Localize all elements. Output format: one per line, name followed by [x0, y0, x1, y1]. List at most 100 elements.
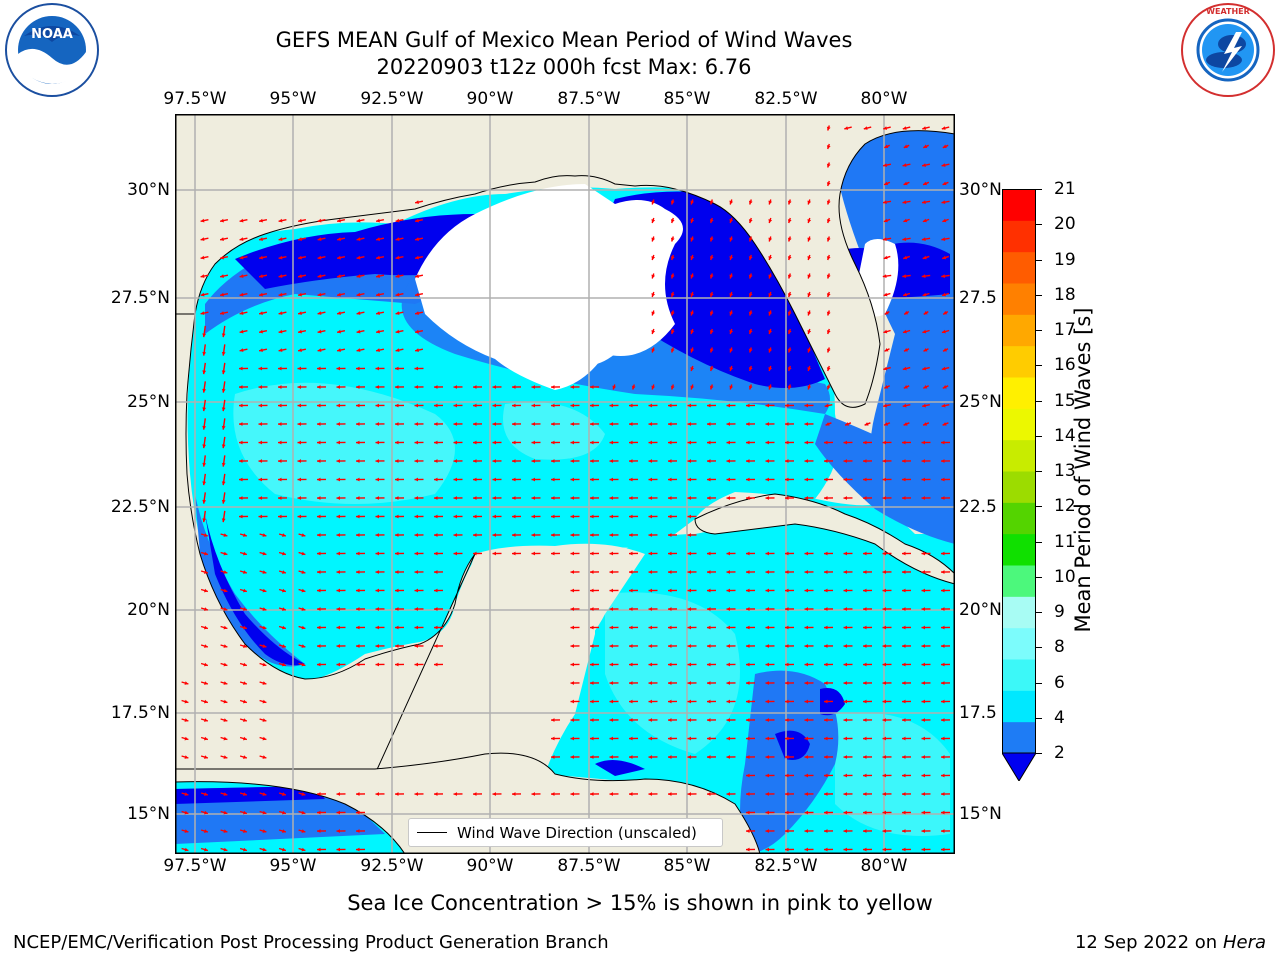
wave-arrow-head [395, 255, 400, 260]
wave-arrow-head [395, 662, 399, 667]
wave-arrow-head [570, 718, 574, 722]
wave-arrow-head [651, 348, 656, 353]
wave-arrow-head [414, 533, 418, 537]
wave-arrow-head [415, 329, 419, 334]
wave-arrow-head [609, 699, 613, 704]
wave-arrow-head [921, 570, 925, 574]
wave-arrow-head [902, 237, 907, 241]
wave-arrow-head [629, 570, 633, 574]
wave-arrow-head [317, 329, 322, 334]
wave-arrow-head [434, 625, 438, 630]
wave-arrow-head [204, 718, 208, 722]
wave-arrow-head [609, 533, 613, 537]
wave-arrow-head [453, 440, 457, 445]
wave-arrow-head [609, 792, 613, 796]
wave-arrow-head [748, 237, 753, 242]
wave-arrow-head [415, 274, 419, 278]
wave-arrow-head [395, 311, 400, 315]
wave-arrow-head [258, 366, 262, 371]
wave-arrow-head [941, 329, 946, 334]
wave-arrow-head [709, 200, 714, 205]
wave-arrow-head [204, 681, 208, 685]
wave-arrow-head [748, 219, 753, 223]
wave-arrow-head [317, 847, 321, 852]
wave-arrow-head [297, 385, 301, 389]
wave-arrow-head [902, 755, 906, 759]
wave-arrow-head [609, 644, 613, 648]
wave-arrow-head [204, 607, 208, 611]
wave-arrow-head [824, 847, 828, 852]
wave-arrow-head [590, 588, 594, 593]
wave-arrow-head [902, 200, 907, 204]
wave-arrow-head [337, 329, 341, 334]
wave-arrow-head [648, 588, 652, 593]
wave-arrow-head [826, 163, 831, 168]
colorbar-segment [1002, 314, 1036, 347]
wave-arrow-head [670, 219, 675, 223]
wave-arrow-head [785, 810, 789, 815]
colorbar-tick-label: 15 [1054, 390, 1076, 411]
wave-arrow-head [298, 274, 302, 278]
wave-arrow-head [356, 477, 360, 482]
wave-arrow-head [843, 847, 847, 852]
wave-arrow-head [804, 403, 808, 408]
wave-arrow-head [709, 237, 714, 242]
lat-label-left: 15°N [127, 804, 170, 824]
wave-arrow-head [282, 588, 286, 593]
wave-arrow-head [804, 755, 808, 759]
wave-arrow-head [204, 570, 208, 574]
wave-arrow-head [551, 533, 555, 537]
wave-arrow-head [590, 551, 594, 556]
wave-arrow-head [748, 348, 753, 353]
wave-arrow-head [648, 477, 652, 482]
wave-arrow-head [531, 533, 535, 537]
wave-arrow-head [648, 570, 652, 574]
wave-arrow-head [648, 681, 652, 685]
wave-arrow-head [707, 422, 711, 426]
wave-arrow-head [395, 237, 400, 241]
wave-arrow-head [863, 496, 867, 500]
wave-arrow-head [651, 330, 656, 334]
wave-arrow-head [356, 385, 360, 389]
wave-arrow-head [668, 625, 672, 630]
wave-arrow-head [317, 810, 321, 815]
wave-arrow-head [395, 348, 400, 352]
wave-arrow-head [884, 310, 889, 315]
wave-arrow-head [687, 792, 691, 796]
wave-arrow-head [687, 607, 691, 611]
wave-arrow-head [902, 736, 906, 741]
wave-arrow-head [807, 237, 812, 242]
wave-arrow-head [787, 219, 792, 223]
wave-arrow-head [843, 551, 847, 556]
wave-arrow-head [785, 699, 789, 704]
wave-arrow-head [726, 736, 730, 741]
wave-arrow-head [843, 736, 847, 741]
wave-arrow-head [609, 736, 613, 741]
wave-arrow-head [301, 662, 306, 667]
wave-arrow-head [863, 126, 868, 130]
wave-arrow-head [223, 847, 228, 852]
wave-arrow-head [884, 348, 889, 352]
wave-arrow-head [629, 403, 633, 408]
wave-arrow-head [375, 440, 379, 445]
wave-arrow-head [863, 551, 867, 556]
wave-arrow-head [434, 570, 438, 574]
wave-arrow-head [726, 755, 730, 759]
wave-arrow-head [282, 625, 286, 630]
wave-arrow-head [746, 736, 750, 741]
wave-arrow-head [453, 792, 457, 796]
wave-arrow-head [707, 570, 711, 574]
wave-arrow-head [687, 662, 691, 667]
wave-arrow-head [942, 422, 947, 426]
lon-label-top: 80°W [860, 89, 908, 109]
wave-arrow-head [278, 366, 282, 371]
wave-arrow-head [531, 440, 535, 445]
wave-arrow-head [765, 588, 769, 593]
wave-arrow-head [941, 699, 945, 704]
wave-arrow-head [609, 681, 613, 685]
wave-arrow-head [317, 607, 321, 611]
lon-label-top: 82.5°W [754, 89, 818, 109]
wave-arrow-head [609, 755, 613, 759]
wave-arrow-head [570, 533, 574, 537]
no-data-region [415, 184, 683, 390]
